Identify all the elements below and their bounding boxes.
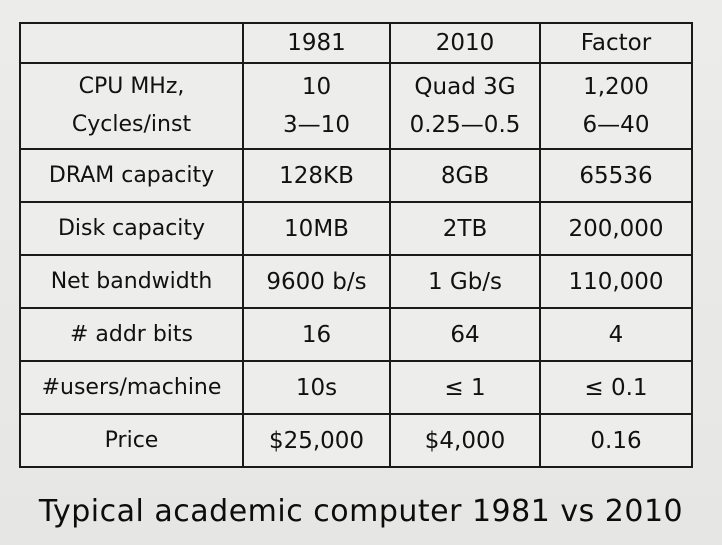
table-row: DRAM capacity 128KB 8GB 65536	[19, 148, 693, 203]
cell-1981: 16	[242, 307, 391, 362]
cell-line: Quad 3G	[414, 74, 516, 100]
cell-2010: Quad 3G 0.25—0.5	[389, 62, 541, 150]
row-label-line: CPU MHz,	[78, 74, 185, 99]
header-corner	[19, 22, 244, 64]
table-row: # addr bits 16 64 4	[19, 307, 693, 362]
table-row: Net bandwidth 9600 b/s 1 Gb/s 110,000	[19, 254, 693, 309]
row-label: Net bandwidth	[19, 254, 244, 309]
row-label: CPU MHz, Cycles/inst	[19, 62, 244, 150]
comparison-table: 1981 2010 Factor CPU MHz, Cycles/inst 10…	[19, 22, 693, 468]
cell-1981: 10MB	[242, 201, 391, 256]
cell-1981: $25,000	[242, 413, 391, 468]
header-1981: 1981	[242, 22, 391, 64]
cell-factor: 4	[539, 307, 693, 362]
table-row: CPU MHz, Cycles/inst 10 3—10 Quad 3G 0.2…	[19, 62, 693, 150]
cell-1981: 10s	[242, 360, 391, 415]
cell-line: 1,200	[583, 74, 649, 100]
header-factor: Factor	[539, 22, 693, 64]
cell-2010: 2TB	[389, 201, 541, 256]
cell-2010: 8GB	[389, 148, 541, 203]
cell-factor: ≤ 0.1	[539, 360, 693, 415]
row-label-line: Cycles/inst	[71, 112, 192, 137]
row-label: # addr bits	[19, 307, 244, 362]
table-row: Price $25,000 $4,000 0.16	[19, 413, 693, 468]
cell-factor: 1,200 6—40	[539, 62, 693, 150]
table-row: #users/machine 10s ≤ 1 ≤ 0.1	[19, 360, 693, 415]
header-row: 1981 2010 Factor	[19, 22, 693, 64]
slide-caption: Typical academic computer 1981 vs 2010	[38, 494, 684, 529]
row-label: Disk capacity	[19, 201, 244, 256]
cell-factor: 200,000	[539, 201, 693, 256]
row-label: Price	[19, 413, 244, 468]
cell-1981: 9600 b/s	[242, 254, 391, 309]
cell-factor: 0.16	[539, 413, 693, 468]
cell-line: 10	[301, 74, 332, 100]
cell-1981: 128KB	[242, 148, 391, 203]
cell-factor: 110,000	[539, 254, 693, 309]
cell-line: 3—10	[283, 112, 350, 138]
cell-factor: 65536	[539, 148, 693, 203]
row-label: DRAM capacity	[19, 148, 244, 203]
cell-2010: $4,000	[389, 413, 541, 468]
header-2010: 2010	[389, 22, 541, 64]
table-row: Disk capacity 10MB 2TB 200,000	[19, 201, 693, 256]
cell-line: 6—40	[582, 112, 650, 138]
cell-2010: ≤ 1	[389, 360, 541, 415]
cell-2010: 1 Gb/s	[389, 254, 541, 309]
cell-line: 0.25—0.5	[409, 112, 521, 138]
row-label: #users/machine	[19, 360, 244, 415]
cell-1981: 10 3—10	[242, 62, 391, 150]
cell-2010: 64	[389, 307, 541, 362]
